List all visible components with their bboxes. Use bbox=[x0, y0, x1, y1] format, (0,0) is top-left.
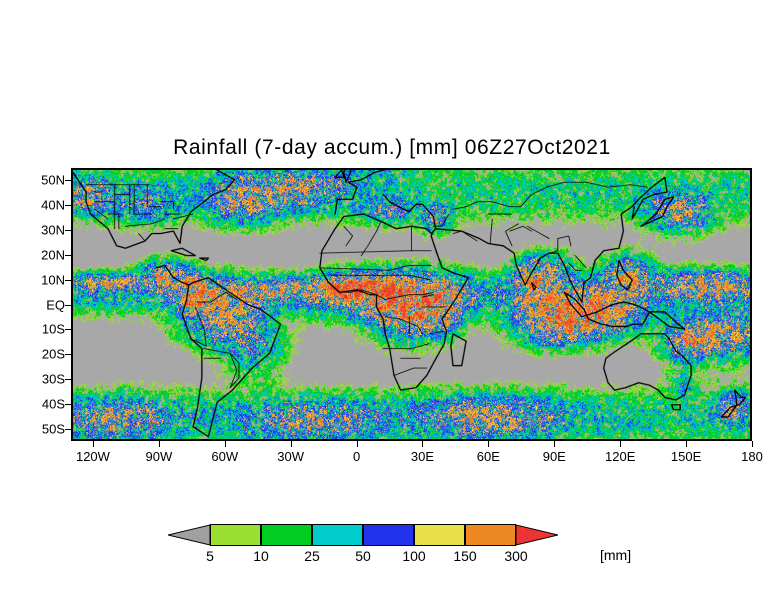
x-axis-tick-label: 90E bbox=[542, 449, 566, 464]
x-axis-tick bbox=[554, 441, 556, 447]
x-axis-tick-label: 150E bbox=[670, 449, 702, 464]
x-axis-tick-label: 180 bbox=[741, 449, 763, 464]
y-axis-tick bbox=[65, 403, 71, 405]
colorbar bbox=[168, 524, 558, 546]
x-axis-tick bbox=[290, 441, 292, 447]
rainfall-raster bbox=[73, 170, 750, 439]
y-axis-tick bbox=[65, 180, 71, 182]
y-axis-tick-label: 30S bbox=[41, 371, 65, 387]
y-axis-tick bbox=[65, 428, 71, 430]
y-axis-tick bbox=[65, 304, 71, 306]
y-axis-tick-label: 50N bbox=[41, 172, 65, 188]
colorbar-segment bbox=[312, 524, 363, 546]
colorbar-under-arrow bbox=[168, 524, 210, 546]
y-axis-tick-label: 10S bbox=[41, 321, 65, 337]
colorbar-unit-label: [mm] bbox=[600, 547, 632, 563]
x-axis-tick bbox=[356, 441, 358, 447]
colorbar-segment bbox=[210, 524, 261, 546]
y-axis-tick bbox=[65, 329, 71, 331]
x-axis-tick bbox=[224, 441, 226, 447]
x-axis-tick bbox=[488, 441, 490, 447]
y-axis-tick bbox=[65, 279, 71, 281]
page-title: Rainfall (7-day accum.) [mm] 06Z27Oct202… bbox=[173, 136, 611, 159]
x-axis-tick bbox=[620, 441, 622, 447]
rainfall-map bbox=[71, 168, 752, 441]
colorbar-tick-label: 10 bbox=[253, 548, 269, 564]
colorbar-tick-label: 50 bbox=[355, 548, 371, 564]
colorbar-segment bbox=[465, 524, 516, 546]
x-axis-tick-label: 0 bbox=[352, 449, 361, 464]
y-axis-tick-label: 10N bbox=[41, 272, 65, 288]
x-axis-tick bbox=[158, 441, 160, 447]
x-axis-tick-label: 120W bbox=[75, 449, 110, 464]
x-axis-tick-label: 30E bbox=[410, 449, 435, 464]
colorbar-tick-label: 5 bbox=[206, 548, 214, 564]
x-axis-tick bbox=[686, 441, 688, 447]
y-axis-tick bbox=[65, 354, 71, 356]
colorbar-over-arrow bbox=[516, 524, 558, 546]
y-axis-tick bbox=[65, 205, 71, 207]
y-axis-tick-label: 30N bbox=[41, 222, 65, 238]
x-axis-tick-label: 120E bbox=[605, 449, 636, 464]
y-axis-tick-label: 20S bbox=[41, 346, 65, 362]
x-axis-tick bbox=[752, 441, 753, 447]
x-axis-tick-label: 60E bbox=[476, 449, 500, 464]
x-axis-tick-label: 90W bbox=[145, 449, 173, 464]
y-axis-tick-label: 40N bbox=[41, 197, 65, 213]
x-axis-tick-label: 30W bbox=[277, 449, 305, 464]
y-axis-tick bbox=[65, 254, 71, 256]
colorbar-tick-label: 25 bbox=[304, 548, 320, 564]
colorbar-segment bbox=[261, 524, 312, 546]
x-axis-tick-label: 60W bbox=[211, 449, 239, 464]
y-axis-tick bbox=[65, 230, 71, 232]
colorbar-segment bbox=[414, 524, 465, 546]
x-axis-tick bbox=[92, 441, 94, 447]
colorbar-segment bbox=[363, 524, 414, 546]
colorbar-tick-label: 100 bbox=[402, 548, 426, 564]
x-axis-tick bbox=[422, 441, 424, 447]
y-axis-tick bbox=[65, 378, 71, 380]
colorbar-tick-label: 300 bbox=[504, 548, 528, 564]
colorbar-tick-label: 150 bbox=[453, 548, 477, 564]
y-axis-tick-label: 40S bbox=[41, 396, 65, 412]
y-axis-tick-label: 50S bbox=[41, 421, 65, 437]
y-axis-tick-label: EQ bbox=[46, 297, 65, 312]
y-axis-tick-label: 20N bbox=[41, 247, 65, 263]
